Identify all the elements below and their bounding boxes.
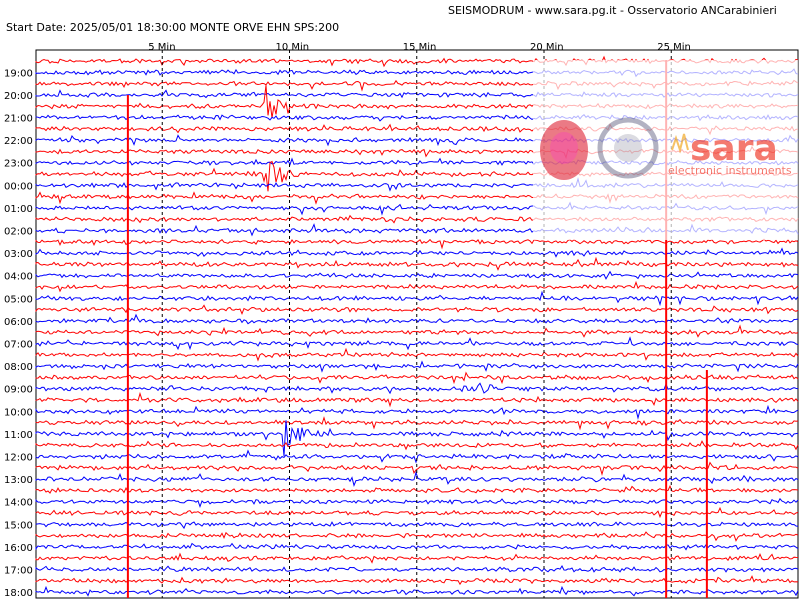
time-row-label: 19:00	[4, 68, 33, 79]
time-row-label: 10:00	[4, 407, 33, 418]
time-row-label: 16:00	[4, 543, 33, 554]
time-row-label: 05:00	[4, 294, 33, 305]
trace-line	[35, 290, 799, 307]
badge-inner	[550, 132, 578, 164]
trace-line	[35, 542, 799, 551]
trace-line	[35, 470, 799, 487]
trace-line	[35, 404, 799, 420]
seismic-network-seal-icon	[597, 117, 659, 179]
x-tick-label: 25 Min	[657, 42, 691, 53]
carabinieri-badge-icon	[540, 120, 588, 180]
time-row-label: 15:00	[4, 520, 33, 531]
sara-tagline-text: electronic instruments	[668, 164, 792, 177]
trace-line	[35, 420, 799, 457]
time-row-label: 02:00	[4, 227, 33, 238]
time-row-label: 12:00	[4, 453, 33, 464]
trace-line	[35, 440, 799, 451]
trace-line	[35, 55, 799, 68]
trace-line	[35, 506, 799, 519]
time-row-label: 04:00	[4, 272, 33, 283]
trace-line	[35, 324, 799, 338]
time-row-label: 18:00	[4, 588, 33, 599]
trace-line	[35, 270, 799, 280]
time-row-label: 17:00	[4, 566, 33, 577]
x-tick-label: 15 Min	[403, 42, 437, 53]
header-start-info: Start Date: 2025/05/01 18:30:00 MONTE OR…	[6, 21, 340, 34]
time-row-label: 11:00	[4, 430, 33, 441]
time-row-label: 22:00	[4, 136, 33, 147]
time-row-label: 07:00	[4, 340, 33, 351]
seal-ring	[597, 117, 659, 179]
time-row-label: 00:00	[4, 181, 33, 192]
trace-line	[35, 416, 799, 431]
time-row-label: 23:00	[4, 159, 33, 170]
time-row-label: 21:00	[4, 114, 33, 125]
x-tick-label: 10 Min	[276, 42, 310, 53]
sara-wave-mark	[671, 133, 689, 154]
trace-line	[35, 391, 799, 408]
time-row-label: 06:00	[4, 317, 33, 328]
x-tick-label: 20 Min	[530, 42, 564, 53]
badge-outer	[540, 120, 588, 180]
trace-line	[35, 247, 799, 258]
time-row-label: 13:00	[4, 475, 33, 486]
trace-line	[35, 238, 799, 250]
trace-line	[35, 461, 799, 477]
time-row-label: 03:00	[4, 249, 33, 260]
trace-line	[35, 552, 799, 564]
trace-line	[35, 564, 799, 573]
time-row-label: 08:00	[4, 362, 33, 373]
trace-line	[35, 313, 799, 325]
trace-line	[35, 336, 799, 351]
trace-line	[35, 371, 799, 385]
time-row-label: 14:00	[4, 498, 33, 509]
trace-line	[35, 360, 799, 373]
trace-line	[35, 585, 799, 597]
trace-line	[35, 449, 799, 464]
trace-line	[35, 484, 799, 494]
trace-line	[35, 304, 799, 316]
trace-line	[35, 531, 799, 542]
seal-center	[614, 134, 642, 162]
x-tick-label: 5 Min	[148, 42, 175, 53]
trace-line	[35, 497, 799, 508]
trace-line	[35, 280, 799, 293]
time-row-label: 09:00	[4, 385, 33, 396]
sara-brand-text: sara	[690, 128, 778, 169]
trace-line	[35, 347, 799, 362]
trace-line	[35, 256, 799, 271]
time-row-label: 01:00	[4, 204, 33, 215]
trace-line	[35, 382, 799, 395]
trace-line	[35, 521, 799, 530]
header-title: SEISMODRUM - www.sara.pg.it - Osservator…	[448, 4, 777, 17]
time-row-label: 20:00	[4, 91, 33, 102]
trace-line	[35, 575, 799, 586]
